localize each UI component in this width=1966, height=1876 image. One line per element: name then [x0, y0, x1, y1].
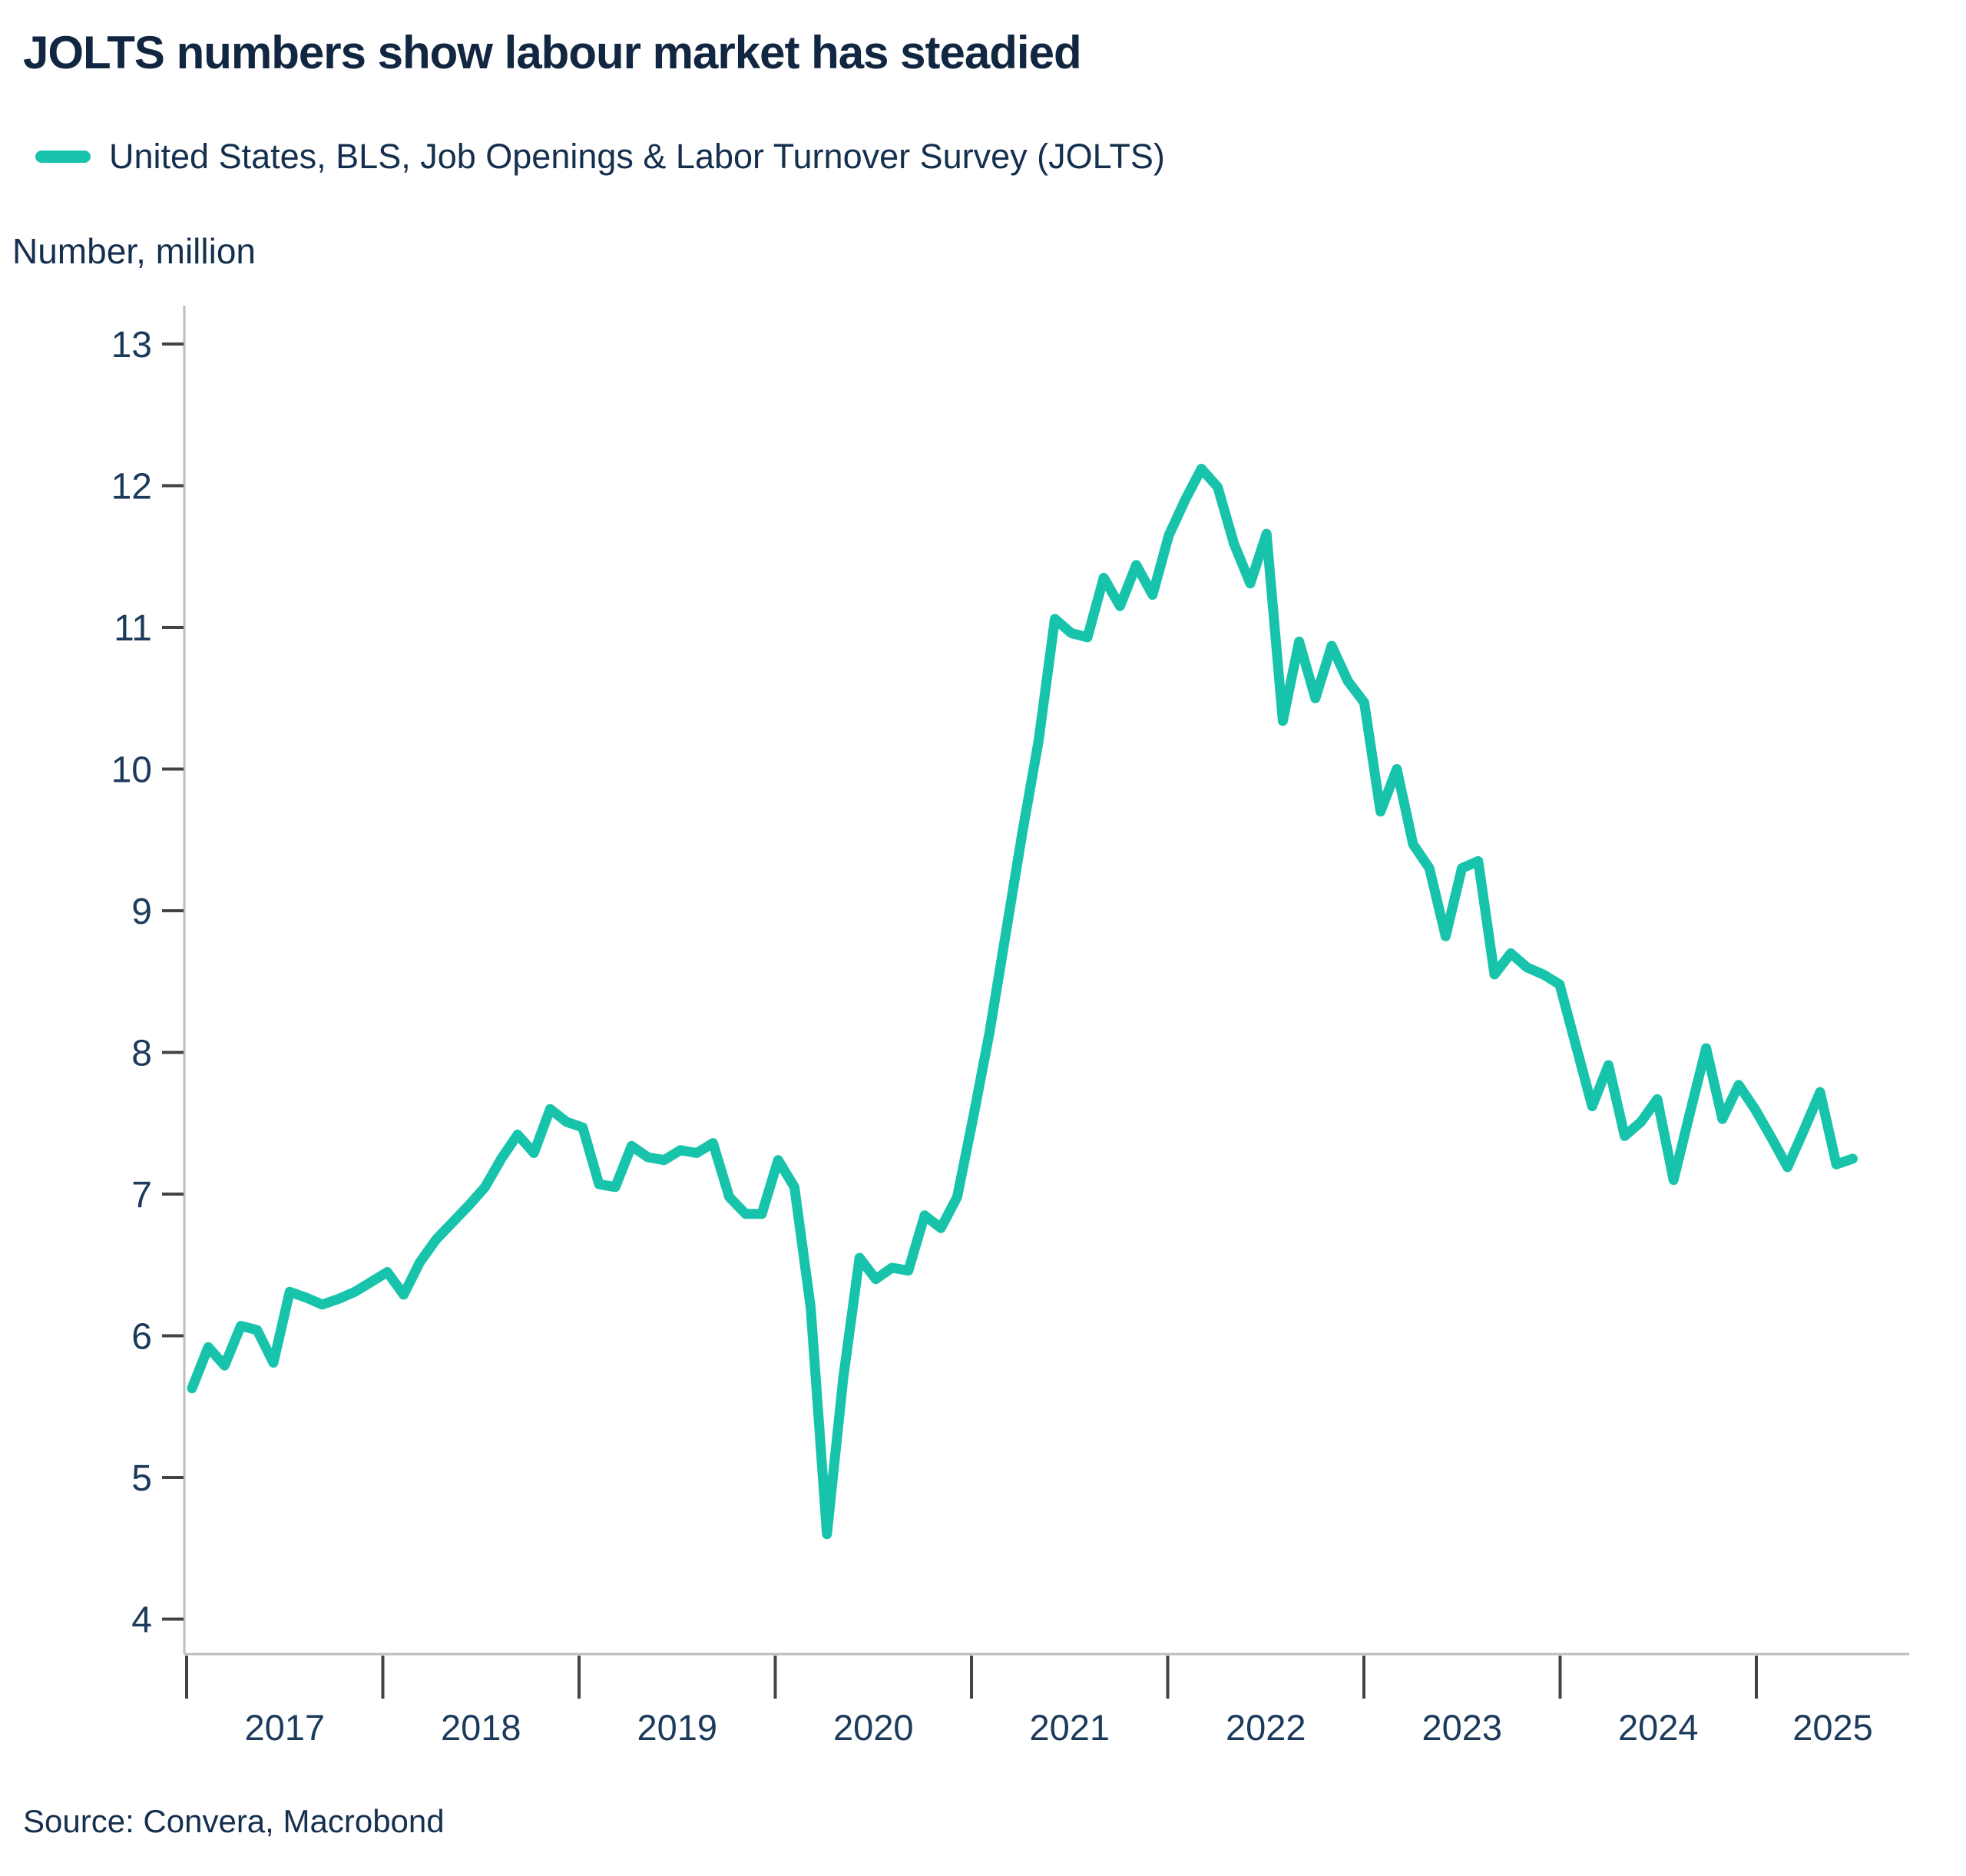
- y-tick-label: 5: [131, 1458, 152, 1499]
- y-tick-label: 7: [131, 1175, 152, 1216]
- x-tick-label: 2023: [1422, 1707, 1502, 1748]
- y-axis-unit-label: Number, million: [12, 231, 256, 271]
- y-tick-label: 8: [131, 1033, 152, 1074]
- y-tick-label: 9: [131, 892, 152, 932]
- x-tick-label: 2017: [244, 1707, 325, 1748]
- legend-series-label: United States, BLS, Job Openings & Labor…: [109, 137, 1165, 176]
- y-tick-label: 6: [131, 1316, 152, 1357]
- legend-line-swatch-icon: [35, 151, 91, 163]
- x-tick-label: 2018: [441, 1707, 521, 1748]
- x-tick-label: 2019: [637, 1707, 717, 1748]
- y-tick-label: 11: [114, 608, 152, 649]
- x-tick-label: 2021: [1029, 1707, 1110, 1748]
- legend: United States, BLS, Job Openings & Labor…: [35, 137, 1165, 177]
- x-tick-label: 2025: [1792, 1707, 1873, 1748]
- jolts-series-line: [187, 463, 1858, 1540]
- y-tick-label: 12: [111, 466, 152, 507]
- y-tick-label: 4: [131, 1600, 152, 1640]
- y-tick-label: 10: [111, 749, 152, 790]
- x-tick-label: 2024: [1618, 1707, 1699, 1748]
- chart-title: JOLTS numbers show labour market has ste…: [23, 27, 1082, 78]
- y-tick-label: 13: [111, 325, 152, 366]
- x-tick-label: 2022: [1226, 1707, 1306, 1748]
- source-note: Source: Convera, Macrobond: [23, 1803, 445, 1839]
- x-tick-label: 2020: [833, 1707, 914, 1748]
